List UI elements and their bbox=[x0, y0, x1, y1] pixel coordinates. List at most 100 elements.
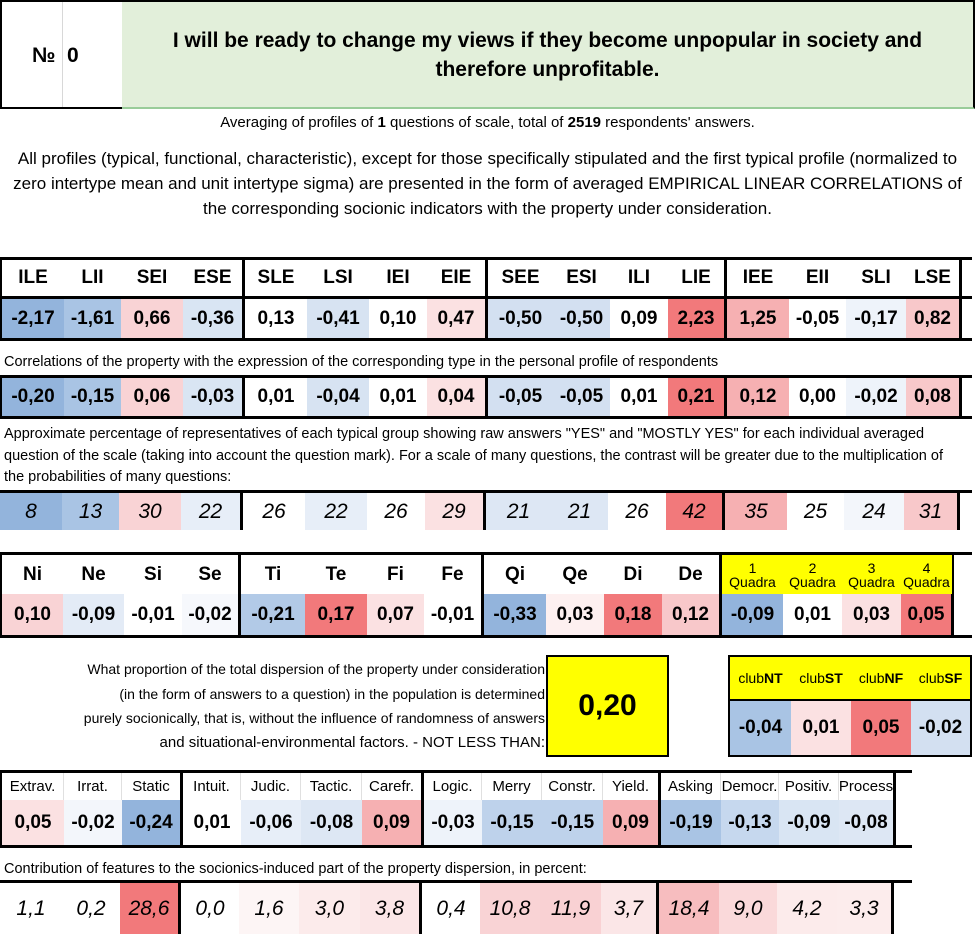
function-value-cell: -0,01 bbox=[424, 594, 484, 635]
intro-paragraph: All profiles (typical, functional, chara… bbox=[13, 149, 962, 218]
type-correlation-cell: 0,01 bbox=[369, 378, 427, 416]
functions-header-row: Ni Ne Si Se Ti Te Fi Fe Qi Qe Di De 1 Quadra 2 Quadra 3 Q… bbox=[0, 552, 972, 594]
type-profile-cell: -0,50 bbox=[553, 299, 610, 338]
quadra-number: 2 bbox=[808, 559, 817, 576]
trait-header-cell: Yield. bbox=[603, 773, 661, 800]
function-value-cell: 0,17 bbox=[305, 594, 367, 635]
correlation-note: Correlations of the property with the ex… bbox=[4, 354, 719, 370]
type-correlation-cell: -0,05 bbox=[553, 378, 610, 416]
function-value-cell: 0,12 bbox=[662, 594, 722, 635]
type-profile-cell: 0,47 bbox=[427, 299, 488, 338]
trait-value-cell: -0,06 bbox=[241, 800, 301, 845]
clubs-header-row: club NT club ST club NF club SF bbox=[728, 655, 972, 699]
type-correlation-cell: -0,02 bbox=[846, 378, 906, 416]
type-correlation-cell: 0,12 bbox=[727, 378, 789, 416]
type-correlation-cell: -0,20 bbox=[2, 378, 64, 416]
club-value-cell: 0,05 bbox=[851, 701, 911, 755]
type-correlation-cell: 0,06 bbox=[121, 378, 183, 416]
quadra-label: Quadra bbox=[729, 573, 776, 590]
trait-header-cell: Asking bbox=[661, 773, 721, 800]
type-header-cell: ESI bbox=[566, 267, 597, 288]
club-value-cell: -0,02 bbox=[911, 701, 970, 755]
club-code: NT bbox=[764, 670, 783, 686]
club-prefix: club bbox=[858, 670, 885, 686]
trait-contribution-cell: 4,2 bbox=[777, 883, 837, 934]
function-value-cell: 0,18 bbox=[604, 594, 662, 635]
divider bbox=[62, 2, 63, 107]
trait-value-cell: -0,02 bbox=[64, 800, 122, 845]
trait-value-cell: 0,09 bbox=[603, 800, 661, 845]
trait-contribution-cell: 0,4 bbox=[422, 883, 480, 934]
type-profile-cell: -1,61 bbox=[64, 299, 121, 338]
trait-header-cell: Positiv. bbox=[779, 773, 839, 800]
dispersion-value: 0,20 bbox=[546, 655, 669, 757]
question-number: 0 bbox=[67, 44, 79, 67]
type-correlation-cell: -0,15 bbox=[64, 378, 121, 416]
trait-contribution-cell: 3,8 bbox=[360, 883, 422, 934]
trait-header-cell: Intuit. bbox=[183, 773, 241, 800]
trait-contribution-cell: 0,2 bbox=[62, 883, 120, 934]
function-header-cell: Se bbox=[182, 555, 241, 594]
type-header-cell: ILI bbox=[627, 267, 651, 288]
averaging-suffix: respondents' answers. bbox=[601, 114, 755, 131]
type-profile-cell: -0,05 bbox=[789, 299, 846, 338]
function-value-cell: 0,03 bbox=[546, 594, 604, 635]
trait-contribution-cell: 11,9 bbox=[540, 883, 601, 934]
quadra-value-cell: 0,03 bbox=[842, 594, 901, 635]
type-percentage-cell: 22 bbox=[181, 493, 243, 530]
function-header-cell: Te bbox=[325, 563, 347, 585]
trait-value-cell: -0,13 bbox=[721, 800, 779, 845]
function-header-cell: Ne bbox=[81, 563, 106, 585]
type-header-cell: SEI bbox=[136, 267, 168, 288]
trait-header-cell: Merry bbox=[482, 773, 542, 800]
function-header-cell: Ni bbox=[23, 563, 42, 585]
trait-contribution-cell: 0,0 bbox=[181, 883, 239, 934]
function-header-cell: Di bbox=[623, 563, 643, 585]
club-value-cell: -0,04 bbox=[730, 701, 791, 755]
trait-header-cell: Logic. bbox=[424, 773, 482, 800]
type-correlation-cell: -0,05 bbox=[488, 378, 553, 416]
type-profile-cell: 0,66 bbox=[121, 299, 183, 338]
trait-contribution-cell: 10,8 bbox=[480, 883, 540, 934]
type-header-cell: EIE bbox=[427, 260, 488, 296]
trait-contribution-cell: 3,0 bbox=[299, 883, 360, 934]
function-header-cell: Fi bbox=[387, 563, 404, 585]
type-profile-cell: -0,50 bbox=[488, 299, 553, 338]
types-profile-row: -2,17 -1,61 0,66 -0,36 0,13 -0,41 0,10 0,47 -0,5… bbox=[0, 299, 972, 341]
function-value-cell: -0,09 bbox=[63, 594, 124, 635]
dispersion-description: What proportion of the total dispersion … bbox=[60, 657, 545, 755]
type-header-cell: LSI bbox=[323, 267, 353, 288]
traits-header-row: Extrav. Irrat. Static Intuit. Judic. Tactic. C… bbox=[0, 770, 912, 800]
trait-header-cell: Process bbox=[839, 773, 896, 800]
averaging-prefix: Averaging of profiles of bbox=[220, 114, 378, 131]
type-header-cell: ESE bbox=[183, 260, 245, 296]
dispersion-line: and situational-environmental factors. -… bbox=[159, 733, 545, 751]
club-prefix: club bbox=[738, 670, 764, 686]
club-code: SF bbox=[944, 670, 963, 686]
type-header-cell: IEI bbox=[386, 267, 410, 288]
club-header-cell: club SF bbox=[911, 657, 970, 699]
type-percentage-cell: 21 bbox=[486, 493, 551, 530]
type-percentage-cell: 26 bbox=[608, 493, 666, 530]
type-percentage-cell: 22 bbox=[305, 493, 367, 530]
contribution-note: Contribution of features to the socionic… bbox=[4, 861, 587, 877]
function-value-cell: -0,01 bbox=[124, 594, 182, 635]
quadra-number: 4 bbox=[922, 559, 931, 576]
types-percentage-row: 8 13 30 22 26 22 26 29 21 21 26 42 35 25 24 31 bbox=[0, 490, 972, 530]
averaging-summary: Averaging of profiles of 1 questions of … bbox=[0, 114, 975, 131]
quadra-label: Quadra bbox=[903, 573, 950, 590]
type-profile-cell: 2,23 bbox=[668, 299, 727, 338]
question-title: I will be ready to change my views if th… bbox=[122, 0, 975, 109]
traits-contribution-row: 1,1 0,2 28,6 0,0 1,6 3,0 3,8 0,4 10,8 11,9 3,7 18,4… bbox=[0, 880, 912, 934]
trait-value-cell: 0,01 bbox=[183, 800, 241, 845]
quadra-number: 3 bbox=[867, 559, 876, 576]
trait-contribution-cell: 3,7 bbox=[601, 883, 659, 934]
trait-header-cell: Judic. bbox=[241, 773, 301, 800]
type-header-cell: SLI bbox=[861, 267, 891, 288]
trait-header-cell: Democr. bbox=[721, 773, 779, 800]
quadra-value-cell: 0,01 bbox=[783, 594, 842, 635]
type-correlation-cell: 0,01 bbox=[610, 378, 668, 416]
quadra-header-cell: 3 Quadra bbox=[842, 555, 901, 594]
type-profile-cell: -0,41 bbox=[307, 299, 369, 338]
type-percentage-cell: 21 bbox=[551, 493, 608, 530]
